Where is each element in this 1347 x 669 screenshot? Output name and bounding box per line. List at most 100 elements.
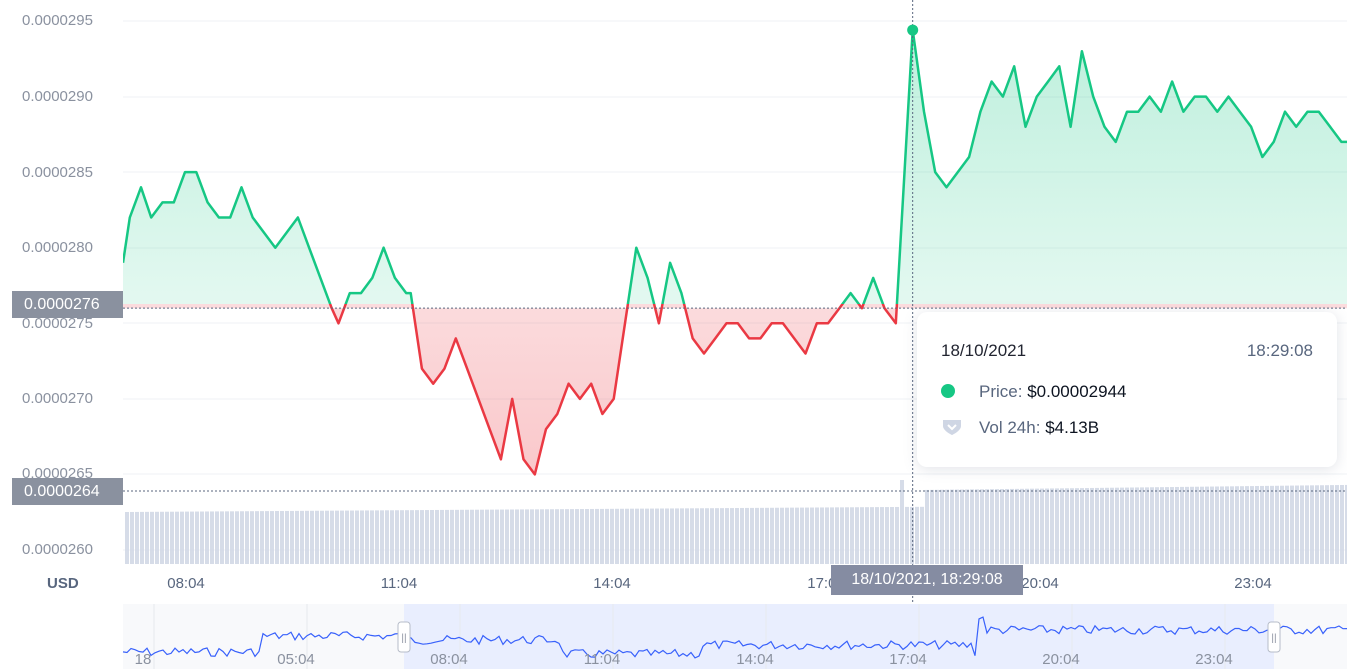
volume-bar [345,510,349,564]
x-tick-label: 20:04 [1021,575,1059,592]
volume-bar [1170,487,1174,564]
volume-bar [910,506,914,564]
volume-bar [240,511,244,564]
volume-bar [1005,488,1009,564]
volume-bar [725,508,729,564]
volume-bar [755,507,759,564]
volume-bar [1185,486,1189,564]
volume-bar [355,510,359,564]
volume-bar [1275,485,1279,564]
volume-bar [395,510,399,564]
y-tick-label: 0.0000275 [22,315,93,332]
volume-bar [445,509,449,564]
volume-bar [645,508,649,564]
navigator-selection [404,604,1274,669]
x-tick-label: 08:04 [167,575,205,592]
volume-bar [705,508,709,564]
volume-bar [1250,486,1254,564]
volume-bar [835,507,839,564]
navigator-handle-right-grip: || [1271,633,1276,644]
volume-bar [425,510,429,564]
volume-bar [635,508,639,564]
price-line-down [328,304,899,476]
volume-bar [940,489,944,564]
volume-bar [510,509,514,564]
volume-bar [935,489,939,564]
volume-bar [685,508,689,564]
volume-bar [165,511,169,564]
volume-bar [775,507,779,564]
volume-bar [125,512,129,564]
volume-bar [825,507,829,564]
volume-bar [795,507,799,564]
volume-bars [125,480,1347,564]
volume-bar [1085,488,1089,564]
volume-bar [435,509,439,564]
navigator-handle-left[interactable] [397,621,411,653]
navigator-tick-label: 05:04 [277,651,315,668]
volume-bar [1225,486,1229,564]
volume-bar [430,510,434,564]
volume-bar [1180,486,1184,564]
tooltip-time: 18:29:08 [1246,341,1313,360]
volume-bar [505,509,509,564]
volume-bar [850,507,854,564]
volume-bar [1065,488,1069,564]
volume-bar [770,507,774,564]
volume-bar [670,508,674,564]
volume-bar [1080,488,1084,564]
volume-bar [1330,485,1334,564]
y-tick-label: 0.0000260 [22,541,93,558]
volume-bar [975,489,979,564]
volume-bar [570,509,574,564]
volume-bar [595,508,599,564]
volume-bar [350,510,354,564]
volume-bar [710,508,714,564]
volume-bar [1230,486,1234,564]
volume-bar [805,507,809,564]
navigator-tick-label: 18 [134,651,152,668]
tooltip-price-label: Price: [979,382,1023,401]
volume-bar [325,510,329,564]
volume-bar [980,489,984,564]
tooltip-price-row: Price: $0.00002944 [941,382,1126,402]
volume-bar [485,509,489,564]
volume-bar [960,489,964,564]
volume-bar [715,508,719,564]
crosshair-time-label: 18/10/2021, 18:29:08 [831,565,1023,595]
volume-bar [1335,485,1339,564]
volume-bar [490,509,494,564]
volume-bar [175,511,179,564]
volume-bar [400,510,404,564]
volume-bar [225,511,229,564]
volume-bar [1255,486,1259,564]
navigator-handle-left-grip: || [401,633,406,644]
volume-bar [1305,485,1309,564]
volume-bar [890,507,894,564]
x-tick-label: 14:04 [593,575,631,592]
volume-bar [530,509,534,564]
volume-bar [220,511,224,564]
navigator-handle-right[interactable] [1267,621,1281,653]
volume-bar [375,510,379,564]
volume-bar [1285,485,1289,564]
volume-bar [580,509,584,564]
tooltip-volume-row: Vol 24h: $4.13B [941,418,1099,438]
navigator[interactable]: || || [122,604,1347,669]
volume-bar [1125,487,1129,564]
price-tooltip: 18/10/2021 18:29:08 Price: $0.00002944 V… [917,312,1337,467]
volume-bar [865,507,869,564]
volume-bar [450,509,454,564]
volume-bar [235,511,239,564]
volume-bar [730,508,734,564]
volume-bar [265,511,269,564]
volume-bar [605,508,609,564]
volume-bar [745,507,749,564]
volume-bar [885,507,889,564]
volume-bar [760,507,764,564]
volume-bar [855,507,859,564]
volume-bar [1280,485,1284,564]
crosshair [123,0,1347,604]
